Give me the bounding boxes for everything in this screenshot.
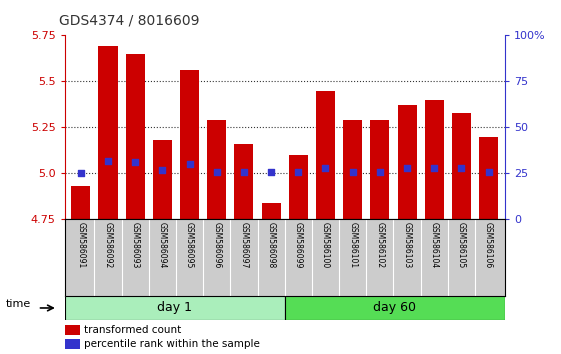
Bar xyxy=(65,339,80,349)
Point xyxy=(76,171,85,176)
Text: GSM586101: GSM586101 xyxy=(348,222,357,268)
Bar xyxy=(71,186,90,219)
Point xyxy=(240,169,249,175)
Bar xyxy=(153,140,172,219)
Bar xyxy=(452,113,471,219)
Text: percentile rank within the sample: percentile rank within the sample xyxy=(84,339,260,349)
Bar xyxy=(289,155,308,219)
Text: GSM586099: GSM586099 xyxy=(294,222,303,268)
Bar xyxy=(99,46,117,219)
Bar xyxy=(234,144,254,219)
Text: GSM586094: GSM586094 xyxy=(158,222,167,268)
Text: GSM586098: GSM586098 xyxy=(266,222,275,268)
Point xyxy=(294,169,303,175)
Text: day 1: day 1 xyxy=(157,302,192,314)
Text: GSM586106: GSM586106 xyxy=(484,222,493,268)
Bar xyxy=(479,137,498,219)
Bar xyxy=(398,105,417,219)
Bar xyxy=(316,91,335,219)
Text: GSM586105: GSM586105 xyxy=(457,222,466,268)
Point xyxy=(131,160,140,165)
Text: GSM586104: GSM586104 xyxy=(430,222,439,268)
Text: GSM586097: GSM586097 xyxy=(240,222,249,268)
Point xyxy=(430,165,439,171)
Point xyxy=(212,169,221,175)
Point xyxy=(185,161,194,167)
Bar xyxy=(126,54,145,219)
Bar xyxy=(425,100,444,219)
Text: day 60: day 60 xyxy=(373,302,416,314)
Text: GSM586091: GSM586091 xyxy=(76,222,85,268)
Text: GDS4374 / 8016609: GDS4374 / 8016609 xyxy=(59,14,199,28)
Point xyxy=(403,165,412,171)
Text: GSM586102: GSM586102 xyxy=(375,222,384,268)
Text: time: time xyxy=(6,299,31,309)
Bar xyxy=(261,203,280,219)
Bar xyxy=(285,296,505,320)
Point xyxy=(321,165,330,171)
Point xyxy=(375,169,384,175)
Point xyxy=(457,165,466,171)
Bar xyxy=(343,120,362,219)
Bar xyxy=(65,296,285,320)
Bar xyxy=(65,325,80,335)
Point xyxy=(348,169,357,175)
Text: GSM586103: GSM586103 xyxy=(403,222,412,268)
Point xyxy=(158,167,167,173)
Point xyxy=(484,169,493,175)
Text: GSM586095: GSM586095 xyxy=(185,222,194,268)
Text: GSM586092: GSM586092 xyxy=(104,222,113,268)
Bar xyxy=(180,70,199,219)
Text: transformed count: transformed count xyxy=(84,325,182,335)
Bar xyxy=(370,120,389,219)
Point xyxy=(266,169,275,175)
Bar xyxy=(207,120,226,219)
Point xyxy=(104,158,113,164)
Text: GSM586096: GSM586096 xyxy=(212,222,221,268)
Text: GSM586100: GSM586100 xyxy=(321,222,330,268)
Text: GSM586093: GSM586093 xyxy=(131,222,140,268)
